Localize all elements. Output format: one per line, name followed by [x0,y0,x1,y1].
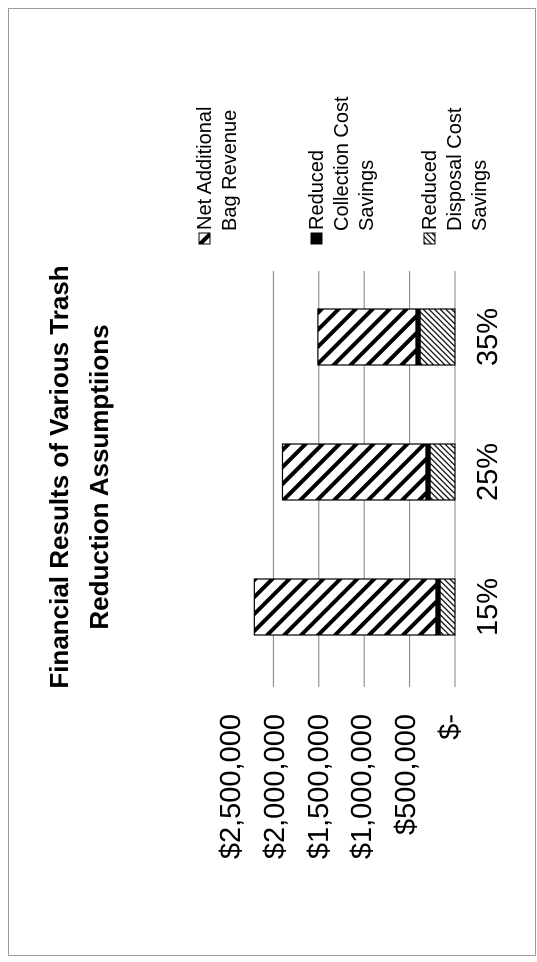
chart-title: Financial Results of Various Trash Reduct… [44,265,114,688]
category-axis-labels: 15% 25% 35% [472,308,504,636]
legend-label: Savings [469,160,491,231]
legend-swatch [310,232,323,245]
tick-label: $2,500,000 [215,714,247,859]
legend-label: Reduced [306,150,328,230]
legend-swatch [423,232,436,245]
bar-segment [429,443,456,501]
category-label: 15% [472,578,504,636]
tick-label: $2,000,000 [259,714,291,859]
title-line: Reduction Assumptiions [84,324,114,629]
legend-label: Reduced [419,150,441,230]
legend-label: Disposal Cost [444,107,466,231]
title-line: Financial Results of Various Trash [44,265,74,688]
legend-label: Collection Cost [331,96,353,231]
bar-segment [439,578,456,636]
value-axis-labels: $2,500,000 $2,000,000 $1,500,000 $1,000,000… [215,714,466,859]
legend-swatch [198,232,211,245]
legend-label: Net Additional [194,107,216,230]
tick-label: $500,000 [390,714,422,835]
bars [253,308,456,636]
tick-label: $1,000,000 [346,714,378,859]
bar-segment [419,308,456,366]
bar-segment [435,578,441,636]
tick-label: $- [434,714,466,740]
legend-label: Savings [356,160,378,231]
legend: Net Additional Bag Revenue Reduced Collecti… [194,96,491,245]
bar-segment [253,578,437,636]
tick-label: $1,500,000 [303,714,335,859]
bar-segment [317,308,417,366]
legend-label: Bag Revenue [219,110,241,231]
bar-segment [425,443,431,501]
bar-segment [281,443,427,501]
category-label: 25% [472,443,504,501]
category-label: 35% [472,308,504,366]
bar-segment [415,308,421,366]
